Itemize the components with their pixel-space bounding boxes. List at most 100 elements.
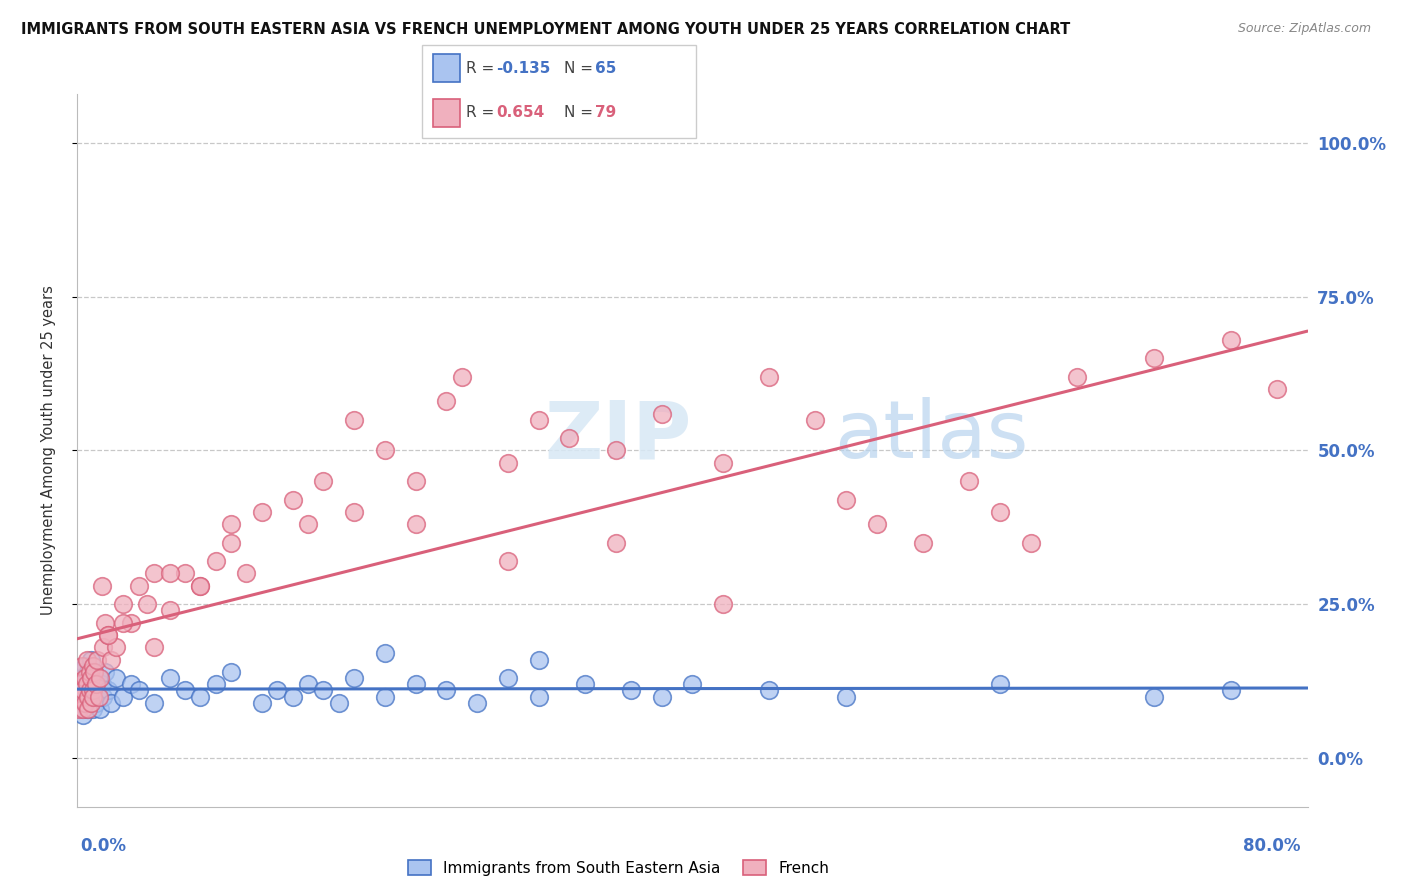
Point [72,683,94,698]
Point [69,690,91,704]
Point [86,652,108,666]
Point [374,443,396,458]
Text: N =: N = [564,61,598,76]
Point [297,517,319,532]
Point [84,696,107,710]
Point [73,683,96,698]
Point [190,690,212,704]
Point [343,671,366,685]
Point [312,683,335,698]
Point [128,579,150,593]
Point [328,696,350,710]
Point [159,671,181,685]
Point [77,690,100,704]
Point [72,708,94,723]
Point [527,413,550,427]
Point [219,517,242,532]
Text: 65: 65 [595,61,616,76]
Point [250,505,273,519]
Point [682,677,704,691]
Point [988,677,1011,691]
Point [190,579,212,593]
Legend: Immigrants from South Eastern Asia, French: Immigrants from South Eastern Asia, Fren… [402,854,835,881]
Point [84,677,107,691]
Text: N =: N = [564,105,598,120]
Point [174,683,197,698]
Point [605,443,627,458]
Point [988,505,1011,519]
Point [97,628,120,642]
Text: IMMIGRANTS FROM SOUTH EASTERN ASIA VS FRENCH UNEMPLOYMENT AMONG YOUTH UNDER 25 Y: IMMIGRANTS FROM SOUTH EASTERN ASIA VS FR… [21,22,1070,37]
Text: R =: R = [465,105,499,120]
Point [94,615,117,630]
Point [143,696,166,710]
Point [496,554,519,568]
Point [496,456,519,470]
Point [128,683,150,698]
Point [73,696,96,710]
Point [77,702,100,716]
Point [804,413,827,427]
Point [496,671,519,685]
Point [558,431,581,445]
Text: -0.135: -0.135 [496,61,550,76]
Point [84,683,107,698]
Point [79,677,101,691]
Point [76,677,98,691]
Point [73,658,96,673]
Point [250,696,273,710]
Point [94,665,117,679]
Point [957,474,980,488]
Point [120,615,142,630]
Point [1143,690,1166,704]
Point [76,702,98,716]
Point [219,535,242,549]
Text: atlas: atlas [834,397,1028,475]
Point [120,677,142,691]
Point [835,690,858,704]
Point [1265,382,1288,396]
Point [159,603,181,617]
Point [97,683,120,698]
Point [89,702,111,716]
Point [297,677,319,691]
Point [73,671,96,685]
Point [143,566,166,581]
Point [86,690,108,704]
Point [235,566,257,581]
Text: R =: R = [465,61,499,76]
Point [711,597,734,611]
Point [219,665,242,679]
Point [83,665,105,679]
Point [374,690,396,704]
Point [82,702,104,716]
Point [82,671,104,685]
Point [204,677,226,691]
Point [281,492,304,507]
Point [83,665,105,679]
Point [204,554,226,568]
Point [79,683,101,698]
Text: Source: ZipAtlas.com: Source: ZipAtlas.com [1237,22,1371,36]
Point [104,671,127,685]
Point [405,517,427,532]
Point [1019,535,1042,549]
Point [93,640,115,655]
Point [89,671,111,685]
Point [77,665,100,679]
Text: 79: 79 [595,105,616,120]
Point [82,690,104,704]
Point [76,671,98,685]
Point [80,671,103,685]
Point [450,369,472,384]
Point [112,690,135,704]
Point [112,597,135,611]
Point [93,690,115,704]
Y-axis label: Unemployment Among Youth under 25 years: Unemployment Among Youth under 25 years [42,285,56,615]
Point [159,566,181,581]
Point [97,628,120,642]
Point [72,677,94,691]
Point [312,474,335,488]
Text: 0.0%: 0.0% [80,837,127,855]
Point [758,683,780,698]
